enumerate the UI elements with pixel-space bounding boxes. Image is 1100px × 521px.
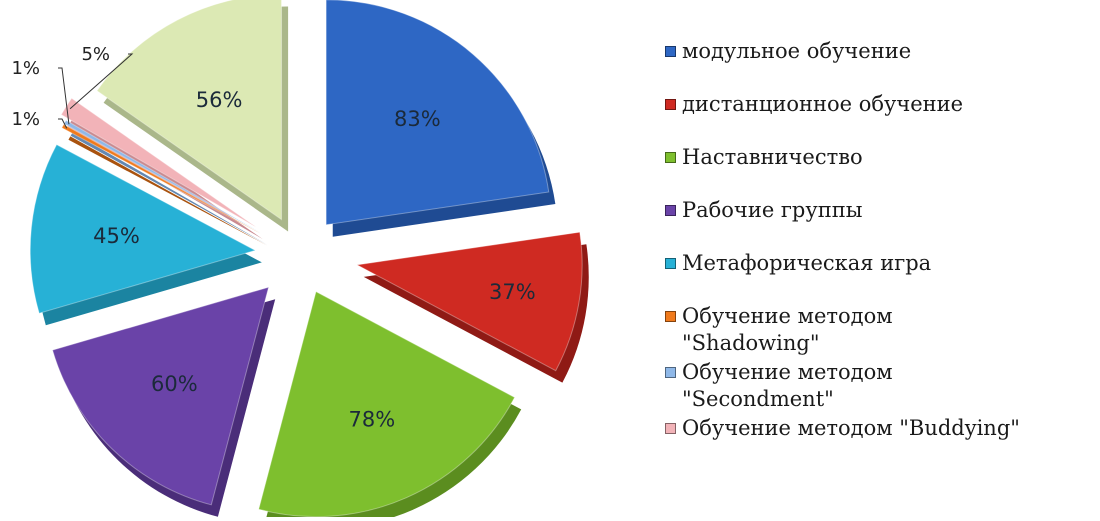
legend-label: Обучение методом "Secondment" (682, 360, 893, 411)
pie-top-layer (29, 0, 583, 518)
slice-data-label: 45% (93, 224, 140, 248)
slice-data-label: 37% (489, 280, 536, 304)
slice-data-label: 1% (11, 58, 40, 79)
pie-slice-side (70, 132, 268, 245)
legend-swatch (665, 423, 676, 434)
legend-swatch (665, 205, 676, 216)
legend-item: Рабочие группы (665, 197, 1090, 224)
slice-data-label: 83% (394, 107, 441, 131)
legend-swatch (665, 367, 676, 378)
chart-legend: модульное обучение дистанционное обучени… (665, 38, 1090, 468)
legend-item: Обучение методом "Shadowing" (665, 303, 1090, 357)
legend-item: Обучение методом "Buddying" (665, 415, 1090, 442)
slice-data-label: 78% (349, 407, 396, 431)
pie-slice (96, 0, 283, 221)
legend-swatch (665, 46, 676, 57)
legend-swatch (665, 258, 676, 269)
legend-item: дистанционное обучение (665, 91, 1090, 118)
callout-leader-line (58, 118, 68, 129)
pie-slice (355, 231, 583, 372)
legend-swatch (665, 311, 676, 322)
legend-label: Рабочие группы (682, 198, 863, 222)
legend-label: дистанционное обучение (682, 92, 964, 116)
callout-leader-line (69, 53, 134, 110)
legend-item: модульное обучение (665, 38, 1090, 65)
legend-item: Обучение методом "Secondment" (665, 359, 1090, 413)
pie-slice (61, 123, 261, 234)
legend-swatch (665, 152, 676, 163)
legend-item: Метафорическая игра (665, 250, 1090, 277)
legend-label: модульное обучение (682, 39, 912, 63)
callout-leader-line (58, 67, 70, 125)
slice-data-label: 56% (196, 88, 243, 112)
legend-item: Наставничество (665, 144, 1090, 171)
pie-chart-svg: 83% 37% 78% 60% 45% 56% 1% 1% 5% (11, 0, 589, 521)
pie-chart: 83% 37% 78% 60% 45% 56% 1% 1% 5% (11, 0, 589, 521)
pie-slice (29, 143, 257, 314)
legend-label: Наставничество (682, 145, 863, 169)
slice-data-label: 5% (81, 44, 110, 65)
pie-slice-side (68, 136, 268, 246)
pie-slice (325, 0, 550, 226)
legend-label: Обучение методом "Shadowing" (682, 304, 893, 355)
pie-label-layer: 83% 37% 78% 60% 45% 56% 1% 1% 5% (11, 44, 535, 431)
pie-slice (51, 286, 270, 506)
legend-label: Метафорическая игра (682, 251, 932, 275)
legend-swatch (665, 99, 676, 110)
slice-data-label: 1% (11, 109, 40, 130)
legend-label: Обучение методом "Buddying" (682, 416, 1020, 440)
slice-data-label: 60% (151, 372, 198, 396)
pie-slice (258, 290, 516, 518)
